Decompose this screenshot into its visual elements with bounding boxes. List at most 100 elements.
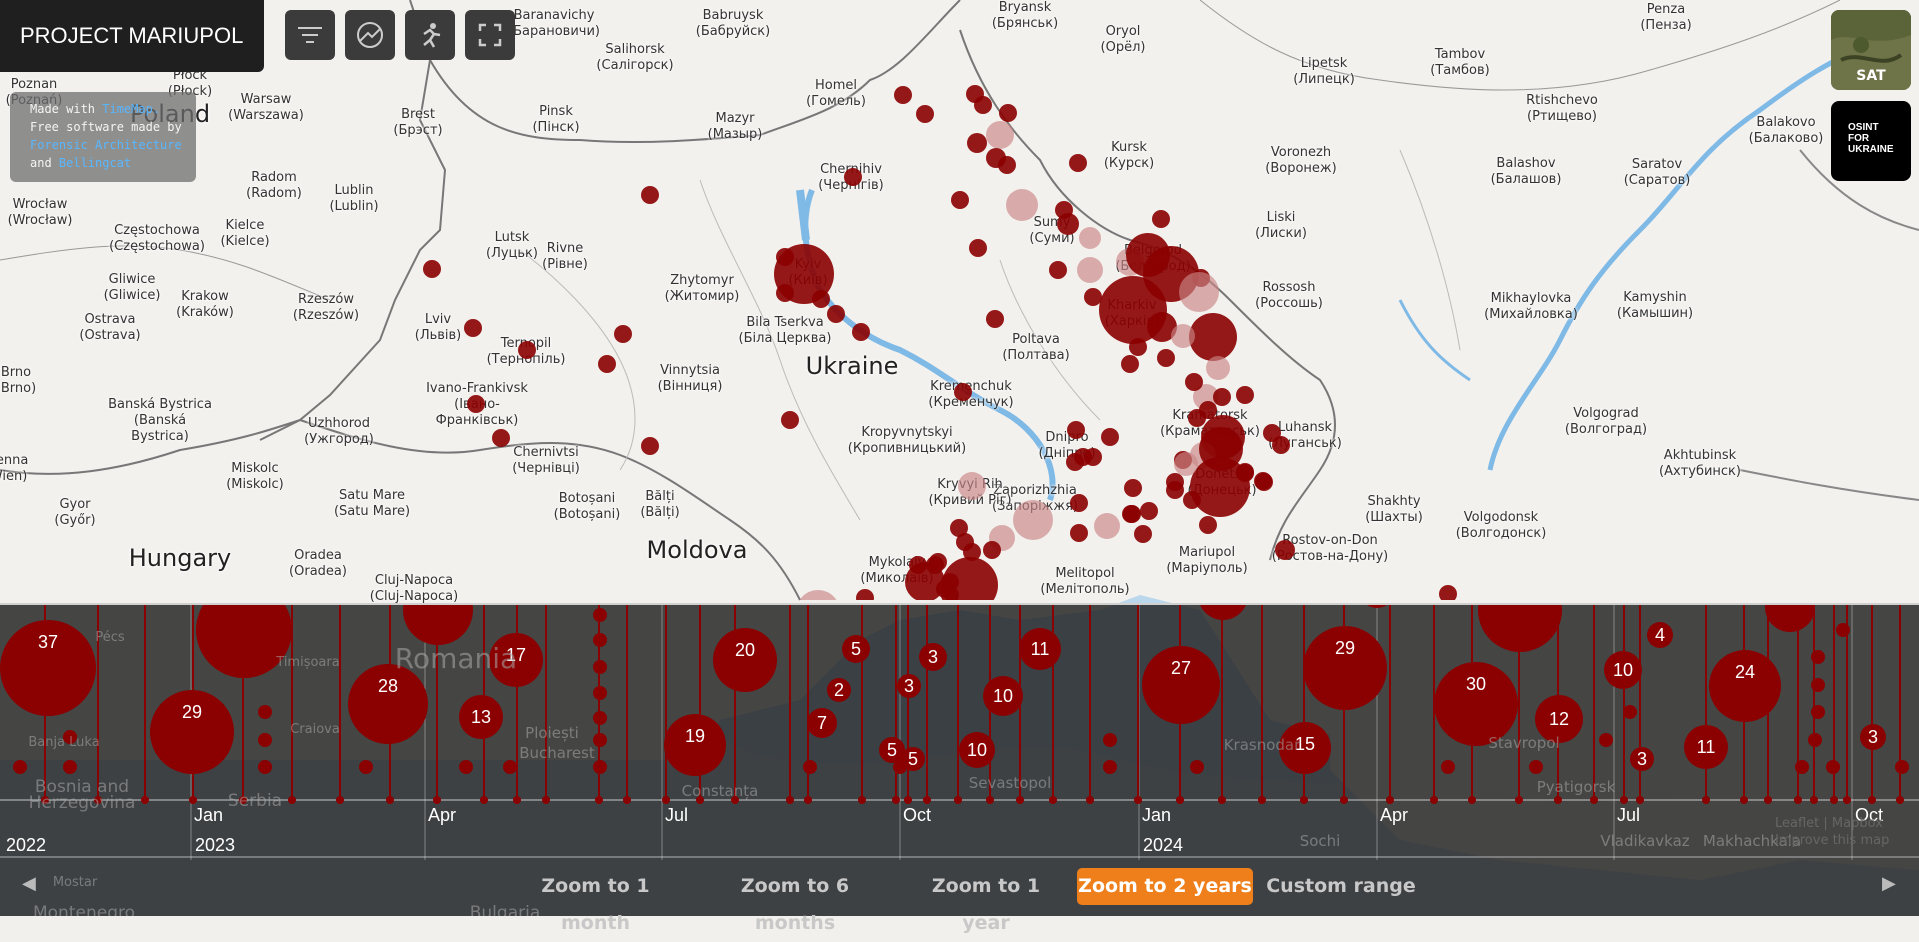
timeline-event-cluster[interactable] <box>0 620 96 716</box>
event-marker[interactable] <box>1147 312 1177 342</box>
timeline-event-cluster[interactable] <box>919 643 947 671</box>
event-marker[interactable] <box>1122 505 1140 523</box>
timeline-event-cluster[interactable] <box>983 676 1023 716</box>
timeline-event-cluster[interactable] <box>489 633 543 687</box>
event-marker[interactable] <box>1013 500 1053 540</box>
timeline-event-cluster[interactable] <box>1630 747 1654 771</box>
event-marker[interactable] <box>781 411 799 429</box>
timeline-event-dot[interactable] <box>1808 733 1822 747</box>
timeline-event-dot[interactable] <box>593 760 607 774</box>
fullscreen-button[interactable] <box>465 10 515 60</box>
event-marker[interactable] <box>1152 210 1170 228</box>
event-marker[interactable] <box>969 239 987 257</box>
event-marker[interactable] <box>1121 355 1139 373</box>
timeline-event-cluster[interactable] <box>403 605 473 645</box>
event-marker[interactable] <box>1190 457 1250 517</box>
timeline-event-dot[interactable] <box>1441 760 1455 774</box>
event-marker[interactable] <box>1174 452 1198 476</box>
event-marker[interactable] <box>905 562 945 600</box>
timeline-event-cluster[interactable] <box>1303 626 1387 710</box>
timeline-event-cluster[interactable] <box>1019 628 1061 670</box>
event-marker[interactable] <box>1185 373 1203 391</box>
event-marker[interactable] <box>827 305 845 323</box>
event-marker[interactable] <box>1070 494 1088 512</box>
forensic-architecture-link[interactable]: Forensic Architecture <box>30 138 182 152</box>
timeline-event-cluster[interactable] <box>842 635 870 663</box>
timeline-event-cluster[interactable] <box>348 664 428 744</box>
timeline-event-cluster[interactable] <box>1684 725 1728 769</box>
event-marker[interactable] <box>641 186 659 204</box>
event-marker[interactable] <box>1084 288 1102 306</box>
event-marker[interactable] <box>1049 261 1067 279</box>
event-marker[interactable] <box>958 472 986 500</box>
incidents-button[interactable] <box>345 10 395 60</box>
event-marker[interactable] <box>983 541 1001 559</box>
event-marker[interactable] <box>614 325 632 343</box>
timeline-event-cluster[interactable] <box>1478 605 1562 652</box>
custom-range-button[interactable]: Custom range <box>1266 875 1416 897</box>
zoom-1-year-button[interactable]: Zoom to 1 year <box>931 875 1041 934</box>
timeline-event-dot[interactable] <box>1811 705 1825 719</box>
event-marker[interactable] <box>1166 481 1184 499</box>
leaflet-attribution[interactable]: Leaflet | Mapbox <box>1775 816 1883 831</box>
timeline-event-cluster[interactable] <box>1709 650 1781 722</box>
event-marker[interactable] <box>1439 585 1457 600</box>
event-marker[interactable] <box>796 590 840 600</box>
timeline-event-dot[interactable] <box>63 760 77 774</box>
timeline-event-dot[interactable] <box>1103 760 1117 774</box>
event-marker[interactable] <box>1070 524 1088 542</box>
event-marker[interactable] <box>1069 154 1087 172</box>
event-marker[interactable] <box>1079 227 1101 249</box>
timeline-event-dot[interactable] <box>258 760 272 774</box>
event-marker[interactable] <box>1199 516 1217 534</box>
timeline-event-dot[interactable] <box>593 686 607 700</box>
timeline-event-dot[interactable] <box>1895 760 1909 774</box>
event-marker[interactable] <box>1189 313 1237 361</box>
event-marker[interactable] <box>951 191 969 209</box>
event-marker[interactable] <box>776 248 794 266</box>
timeline-event-dot[interactable] <box>1836 623 1850 637</box>
event-marker[interactable] <box>1275 540 1295 560</box>
timeline-event-dot[interactable] <box>13 760 27 774</box>
event-marker[interactable] <box>1140 502 1158 520</box>
osint-for-ukraine-logo[interactable]: OSINT FOR UKRAINE <box>1831 101 1911 181</box>
event-marker[interactable] <box>941 586 959 600</box>
event-marker[interactable] <box>998 156 1016 174</box>
event-marker[interactable] <box>894 86 912 104</box>
event-marker[interactable] <box>856 589 874 600</box>
timeline-event-cluster[interactable] <box>1198 605 1248 620</box>
timeline-event-dot[interactable] <box>593 733 607 747</box>
timeline-event-dot[interactable] <box>1811 650 1825 664</box>
event-marker[interactable] <box>999 104 1017 122</box>
event-marker[interactable] <box>1134 525 1152 543</box>
event-marker[interactable] <box>852 323 870 341</box>
event-marker[interactable] <box>1067 421 1085 439</box>
event-marker[interactable] <box>950 519 968 537</box>
timeline-event-cluster[interactable] <box>664 714 726 776</box>
event-marker[interactable] <box>1236 464 1254 482</box>
event-marker[interactable] <box>1077 257 1103 283</box>
event-marker[interactable] <box>492 429 510 447</box>
timeline-event-cluster[interactable] <box>1765 605 1815 632</box>
event-marker[interactable] <box>464 319 482 337</box>
event-marker[interactable] <box>974 96 992 114</box>
timeline-event-cluster[interactable] <box>1647 622 1673 648</box>
timeline-event-cluster[interactable] <box>1535 695 1583 743</box>
timeline-event-cluster[interactable] <box>713 628 777 692</box>
timeline-event-cluster[interactable] <box>459 695 503 739</box>
timeline-event-cluster[interactable] <box>901 747 925 771</box>
event-marker[interactable] <box>916 105 934 123</box>
event-marker[interactable] <box>1101 428 1119 446</box>
timeline-event-dot[interactable] <box>593 660 607 674</box>
event-marker[interactable] <box>1129 338 1147 356</box>
event-marker[interactable] <box>963 543 981 561</box>
timeline-event-dot[interactable] <box>1811 678 1825 692</box>
event-marker[interactable] <box>1188 409 1206 427</box>
timeline-panel[interactable]: 37 29 28 17 13 20 19 5 2 7 3 5 3 5 11 10 10 27 29 15 30 12 10 3… <box>0 603 1919 916</box>
satellite-toggle[interactable]: SAT <box>1831 10 1911 90</box>
event-marker[interactable] <box>844 168 862 186</box>
event-marker[interactable] <box>1171 324 1195 348</box>
event-marker[interactable] <box>1124 479 1142 497</box>
timeline-event-cluster[interactable] <box>196 605 292 678</box>
timeline-event-dot[interactable] <box>1529 760 1543 774</box>
